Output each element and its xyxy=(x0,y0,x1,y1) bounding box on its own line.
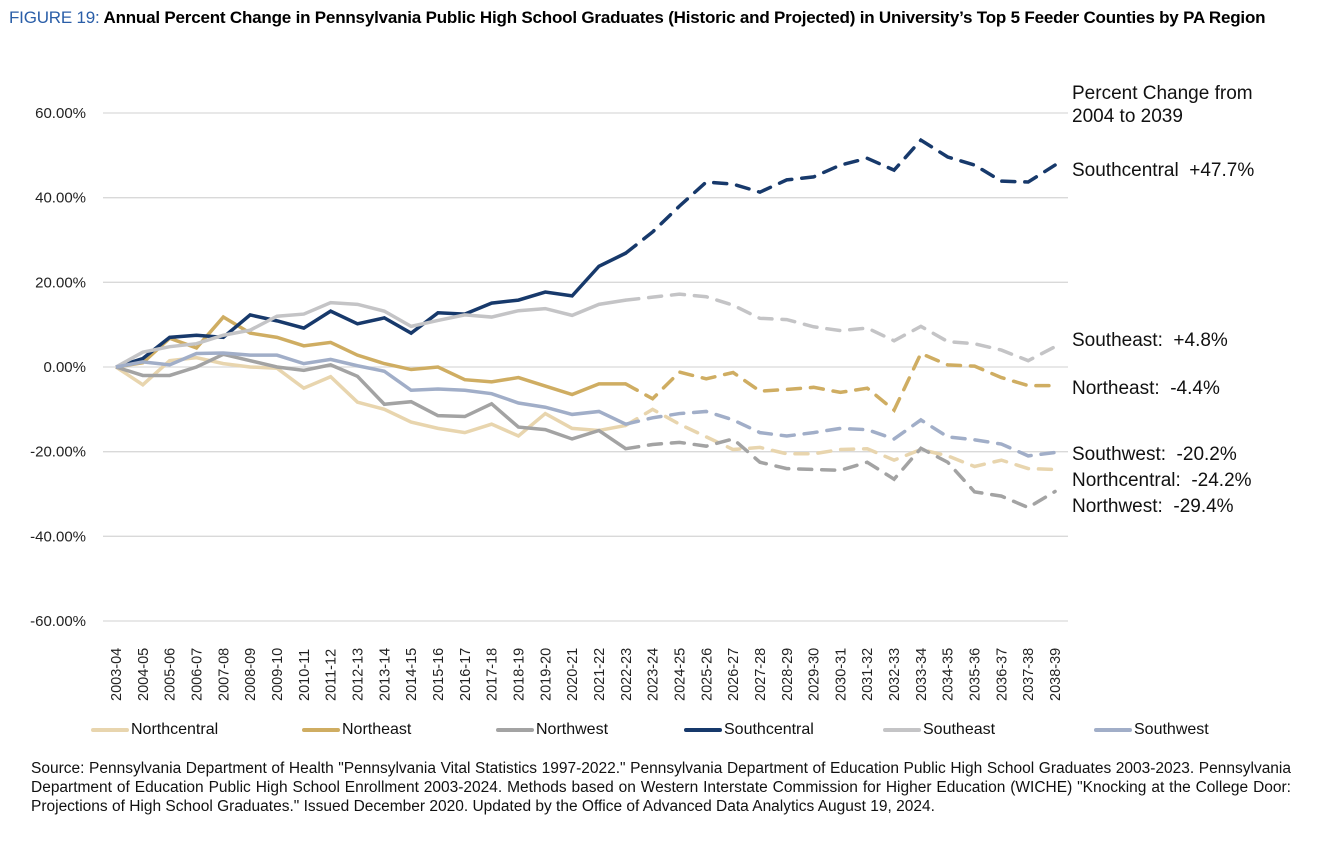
x-tick-label: 2028-29 xyxy=(780,648,796,701)
series-southeast xyxy=(115,292,1057,369)
x-tick-label: 2020-21 xyxy=(565,648,581,701)
source-note: Source: Pennsylvania Department of Healt… xyxy=(31,760,1291,815)
series-lines xyxy=(115,137,1057,510)
line-southcentral-historic xyxy=(115,251,627,369)
line-southwest-historic xyxy=(115,351,627,426)
x-tick-label: 2009-10 xyxy=(270,648,286,701)
x-tick-label: 2008-09 xyxy=(243,648,259,701)
legend-label: Southeast xyxy=(923,721,996,738)
annotation-header: Percent Change from 2004 to 2039 xyxy=(1072,83,1253,127)
legend-item-southwest: Southwest xyxy=(1094,721,1209,739)
legend-swatch xyxy=(496,728,534,732)
legend-item-southeast: Southeast xyxy=(883,721,995,739)
y-tick-label: 60.00% xyxy=(35,105,86,122)
x-tick-label: 2036-37 xyxy=(994,648,1010,701)
legend-swatch xyxy=(883,728,921,732)
annotation-southwest: Southwest: -20.2% xyxy=(1072,444,1237,465)
x-tick-label: 2022-23 xyxy=(619,648,635,701)
x-tick-label: 2012-13 xyxy=(350,648,366,701)
x-tick-label: 2017-18 xyxy=(485,648,501,701)
legend-swatch xyxy=(684,728,722,732)
legend-swatch xyxy=(91,728,129,732)
y-tick-label: 40.00% xyxy=(35,190,86,207)
line-chart: 60.00% 40.00% 20.00% 0.00% -20.00% -40.00% -60… xyxy=(30,105,1068,701)
legend-swatch xyxy=(302,728,340,732)
x-tick-label: 2024-25 xyxy=(672,648,688,701)
x-axis-ticks: 2003-04 2004-05 2005-06 2006-07 2007-08 2008-… xyxy=(109,648,1064,701)
annotation-northeast: Northeast: -4.4% xyxy=(1072,378,1220,399)
gridlines xyxy=(103,112,1068,622)
chart-legend: Northcentral Northeast Northwest Southce… xyxy=(0,721,1321,743)
x-tick-label: 2031-32 xyxy=(860,648,876,701)
y-tick-label: 0.00% xyxy=(43,359,86,376)
line-southeast-projected xyxy=(624,292,1057,363)
x-tick-label: 2019-20 xyxy=(538,648,554,701)
x-tick-label: 2035-36 xyxy=(968,648,984,701)
line-southeast-historic xyxy=(115,298,627,369)
x-tick-label: 2025-26 xyxy=(699,648,715,701)
legend-item-southcentral: Southcentral xyxy=(684,721,814,739)
series-northwest xyxy=(115,352,1057,510)
x-tick-label: 2016-17 xyxy=(458,648,474,701)
x-tick-label: 2005-06 xyxy=(163,648,179,701)
x-tick-label: 2018-19 xyxy=(511,648,527,701)
legend-label: Northeast xyxy=(342,721,412,738)
x-tick-label: 2014-15 xyxy=(404,648,420,701)
legend-item-northwest: Northwest xyxy=(496,721,608,739)
x-tick-label: 2030-31 xyxy=(833,648,849,701)
x-tick-label: 2026-27 xyxy=(726,648,742,701)
legend-label: Northcentral xyxy=(131,721,219,738)
figure-title-text: Annual Percent Change in Pennsylvania Pu… xyxy=(99,8,1266,27)
x-tick-label: 2011-12 xyxy=(324,649,340,701)
x-tick-label: 2010-11 xyxy=(297,649,313,701)
x-tick-label: 2023-24 xyxy=(646,648,662,701)
x-tick-label: 2033-34 xyxy=(914,648,930,701)
figure-label: FIGURE 19: xyxy=(9,8,100,27)
x-tick-label: 2007-08 xyxy=(216,648,232,701)
x-tick-label: 2027-28 xyxy=(753,648,769,701)
x-tick-label: 2029-30 xyxy=(807,648,823,701)
line-northeast-projected xyxy=(624,351,1057,413)
annotation-southeast: Southeast: +4.8% xyxy=(1072,330,1228,351)
series-southwest xyxy=(115,351,1057,458)
x-tick-label: 2021-22 xyxy=(592,648,608,701)
annotation-southcentral: Southcentral +47.7% xyxy=(1072,160,1255,181)
line-northwest-projected xyxy=(624,437,1057,510)
x-tick-label: 2003-04 xyxy=(109,648,125,701)
x-tick-label: 2037-38 xyxy=(1021,648,1037,701)
y-tick-label: 20.00% xyxy=(35,274,86,291)
x-tick-label: 2013-14 xyxy=(377,648,393,701)
legend-item-northeast: Northeast xyxy=(302,721,411,739)
x-tick-label: 2034-35 xyxy=(941,648,957,701)
y-tick-label: -60.00% xyxy=(30,613,86,630)
legend-label: Northwest xyxy=(536,721,609,738)
legend-item-northcentral: Northcentral xyxy=(91,721,218,739)
x-tick-label: 2038-39 xyxy=(1048,648,1064,701)
x-tick-label: 2004-05 xyxy=(136,648,152,701)
line-southcentral-projected xyxy=(624,137,1057,255)
y-axis-ticks: 60.00% 40.00% 20.00% 0.00% -20.00% -40.00% -60… xyxy=(30,105,86,630)
x-tick-label: 2032-33 xyxy=(887,648,903,701)
y-tick-label: -20.00% xyxy=(30,444,86,461)
annotation-northcentral: Northcentral: -24.2% xyxy=(1072,470,1252,491)
series-southcentral xyxy=(115,137,1057,369)
x-tick-label: 2006-07 xyxy=(189,648,205,701)
series-northcentral xyxy=(115,355,1057,472)
line-northcentral-projected xyxy=(624,407,1057,472)
line-northcentral-historic xyxy=(115,355,627,439)
line-southwest-projected xyxy=(624,409,1057,458)
x-tick-label: 2015-16 xyxy=(431,648,447,701)
legend-label: Southcentral xyxy=(724,721,814,738)
y-tick-label: -40.00% xyxy=(30,528,86,545)
annotation-northwest: Northwest: -29.4% xyxy=(1072,496,1234,517)
legend-label: Southwest xyxy=(1134,721,1209,738)
legend-swatch xyxy=(1094,728,1132,732)
figure-title: FIGURE 19: Annual Percent Change in Penn… xyxy=(9,7,1319,29)
line-northwest-historic xyxy=(115,352,627,451)
